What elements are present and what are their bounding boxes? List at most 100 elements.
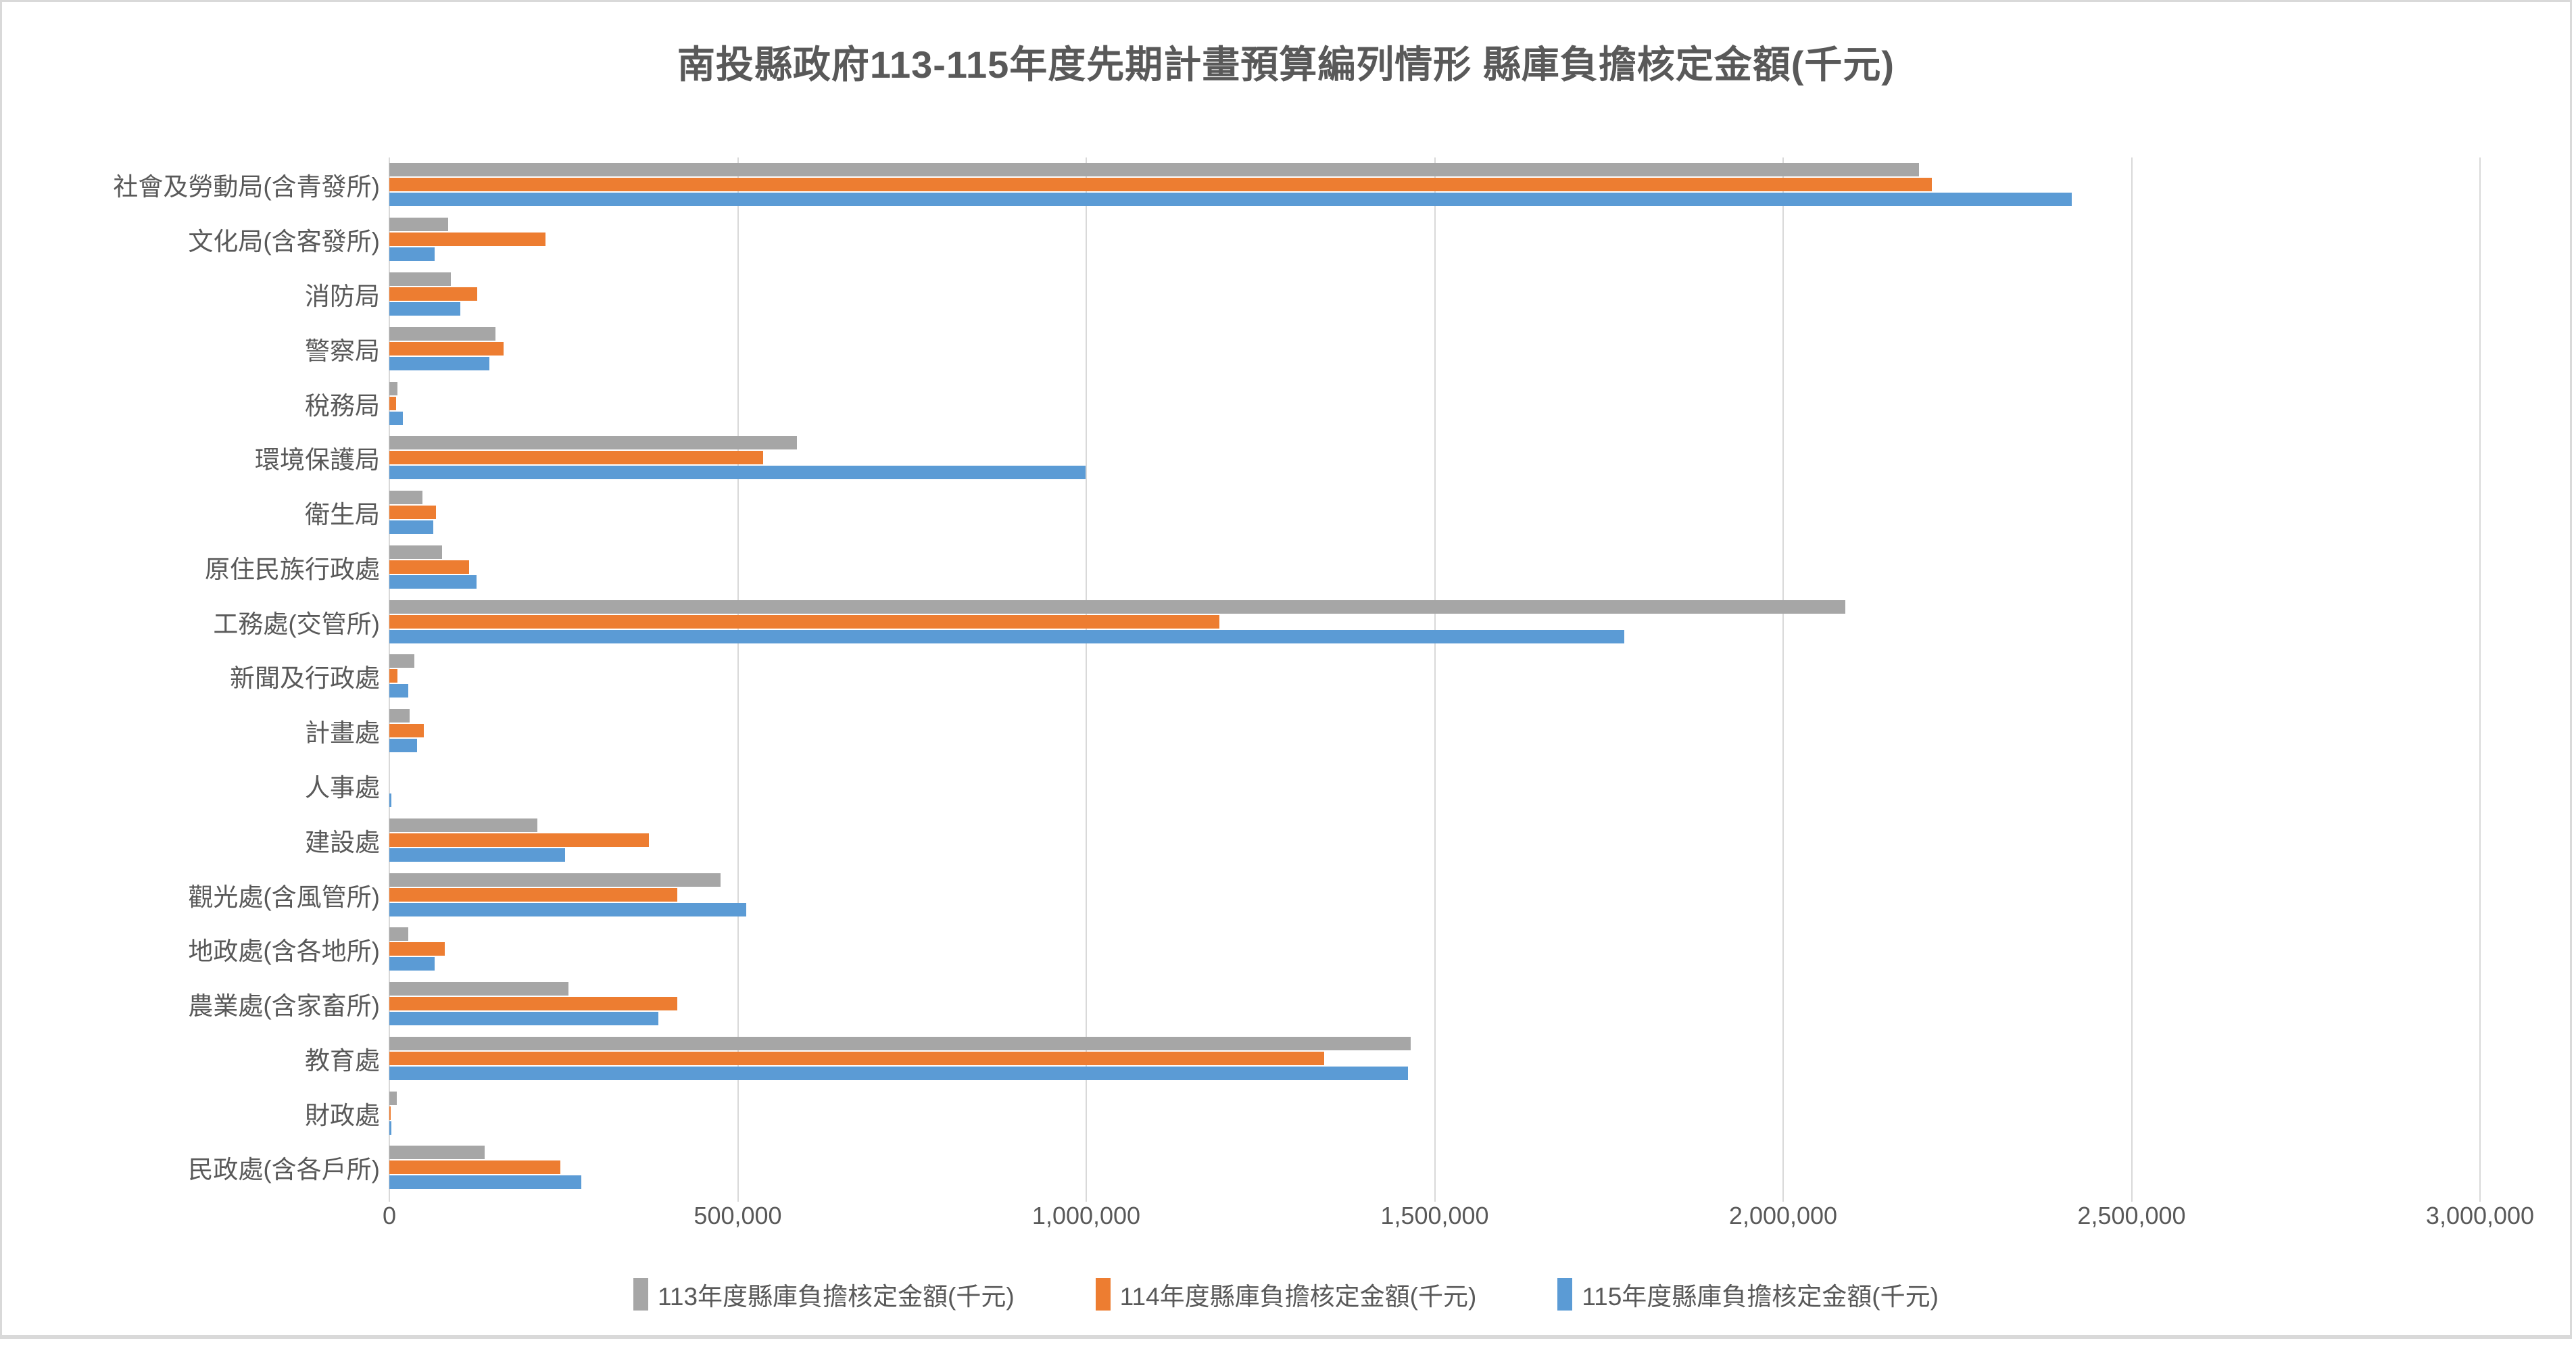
bar-group	[389, 267, 2483, 322]
bar-series-1	[389, 724, 424, 738]
category-label: 教育處	[305, 1046, 380, 1075]
bar-series-1	[389, 560, 469, 574]
bar-series-0	[389, 326, 495, 341]
bar-series-2	[389, 574, 477, 589]
bar-series-1	[389, 396, 397, 410]
bar-group	[389, 977, 2483, 1031]
chart-row: 人事處	[2, 758, 2483, 813]
chart-row: 警察局	[2, 321, 2483, 376]
category-label: 文化局(含客發所)	[188, 228, 380, 256]
chart-row: 環境保護局	[2, 431, 2483, 485]
x-tick-label: 1,000,000	[1031, 1202, 1141, 1229]
gridline	[737, 157, 739, 1202]
category-label: 警察局	[305, 337, 380, 365]
bar-series-2	[389, 520, 434, 535]
bar-series-0	[389, 436, 797, 450]
bar-series-0	[389, 218, 448, 232]
bar-series-1	[389, 997, 678, 1011]
chart-row: 衛生局	[2, 485, 2483, 540]
gridline	[1782, 157, 1784, 1202]
bar-series-1	[389, 506, 437, 520]
x-tick-label: 2,500,000	[2077, 1202, 2186, 1229]
category-label: 工務處(交管所)	[213, 610, 380, 638]
category-label: 民政處(含各戶所)	[188, 1156, 380, 1184]
chart-row: 社會及勞動局(含青發所)	[2, 157, 2483, 212]
bar-group	[389, 539, 2483, 594]
gridline	[2479, 157, 2481, 1202]
bar-group	[389, 485, 2483, 540]
gridline	[2131, 157, 2133, 1202]
legend-marker-icon	[1095, 1278, 1111, 1311]
bar-series-2	[389, 1121, 392, 1135]
chart-row: 地政處(含各地所)	[2, 922, 2483, 977]
category-label: 財政處	[305, 1101, 380, 1129]
chart-title: 南投縣政府113-115年度先期計畫預算編列情形 縣庫負擔核定金額(千元)	[677, 43, 1895, 86]
x-tick-label: 500,000	[694, 1202, 782, 1229]
category-label: 地政處(含各地所)	[188, 937, 380, 966]
category-label: 社會及勞動局(含青發所)	[113, 173, 380, 201]
bar-group	[389, 922, 2483, 977]
bar-series-0	[389, 1146, 485, 1160]
chart-row: 觀光處(含風管所)	[2, 867, 2483, 922]
bar-series-1	[389, 178, 1933, 192]
bar-group	[389, 758, 2483, 813]
legend: 113年度縣庫負擔核定金額(千元) 114年度縣庫負擔核定金額(千元) 115年度縣…	[2, 1276, 2570, 1313]
bar-series-1	[389, 669, 398, 683]
bar-series-1	[389, 1160, 560, 1175]
bar-series-0	[389, 818, 537, 832]
bar-series-2	[389, 1012, 659, 1026]
bar-series-2	[389, 193, 2072, 207]
bar-group	[389, 704, 2483, 758]
chart-row: 建設處	[2, 812, 2483, 867]
bar-group	[389, 157, 2483, 212]
category-label: 建設處	[305, 828, 380, 856]
chart-row: 計畫處	[2, 704, 2483, 758]
bar-series-1	[389, 341, 504, 356]
bar-series-1	[389, 614, 1220, 629]
legend-label: 113年度縣庫負擔核定金額(千元)	[658, 1283, 1015, 1311]
bar-series-2	[389, 411, 403, 425]
bar-series-1	[389, 233, 546, 247]
bar-series-2	[389, 739, 418, 753]
chart-row: 民政處(含各戶所)	[2, 1140, 2483, 1195]
bar-series-2	[389, 684, 408, 698]
legend-label: 114年度縣庫負擔核定金額(千元)	[1119, 1283, 1477, 1311]
bar-series-0	[389, 873, 721, 887]
category-label: 新聞及行政處	[230, 664, 380, 693]
bar-group	[389, 1140, 2483, 1195]
category-label: 人事處	[305, 773, 380, 802]
bar-series-0	[389, 381, 398, 395]
bar-series-0	[389, 163, 1919, 177]
bar-group	[389, 376, 2483, 431]
bar-series-1	[389, 1106, 391, 1120]
bar-series-2	[389, 247, 435, 262]
bar-series-2	[389, 902, 746, 916]
category-label: 稅務局	[305, 391, 380, 420]
x-tick-label: 3,000,000	[2425, 1202, 2535, 1229]
x-tick-label: 2,000,000	[1728, 1202, 1838, 1229]
bar-series-1	[389, 942, 445, 956]
bar-series-2	[389, 1066, 1409, 1080]
bar-group	[389, 594, 2483, 649]
bar-series-2	[389, 466, 1086, 480]
bar-series-2	[389, 301, 461, 316]
legend-item: 114年度縣庫負擔核定金額(千元)	[1095, 1276, 1477, 1313]
bar-series-2	[389, 957, 435, 971]
chart-row: 教育處	[2, 1031, 2483, 1086]
plot-area: 社會及勞動局(含青發所) 文化局(含客發所) 消防局警察局稅務局環境保護局 衛生局原住…	[2, 157, 2483, 1202]
bar-group	[389, 431, 2483, 485]
bar-series-0	[389, 491, 422, 505]
gridline	[1434, 157, 1436, 1202]
bar-series-0	[389, 982, 569, 996]
legend-item: 113年度縣庫負擔核定金額(千元)	[633, 1276, 1015, 1313]
chart-row: 新聞及行政處	[2, 649, 2483, 704]
bar-series-0	[389, 272, 451, 286]
chart-row: 工務處(交管所)	[2, 594, 2483, 649]
category-label: 原住民族行政處	[205, 555, 380, 583]
category-label: 消防局	[305, 282, 380, 310]
legend-label: 115年度縣庫負擔核定金額(千元)	[1582, 1283, 1939, 1311]
legend-marker-icon	[633, 1278, 649, 1311]
x-tick-label: 1,500,000	[1380, 1202, 1489, 1229]
chart-row: 財政處	[2, 1085, 2483, 1140]
x-axis: 0 500,000 1,000,000 1,500,000 2,000,000 2,500…	[2, 1202, 2570, 1242]
